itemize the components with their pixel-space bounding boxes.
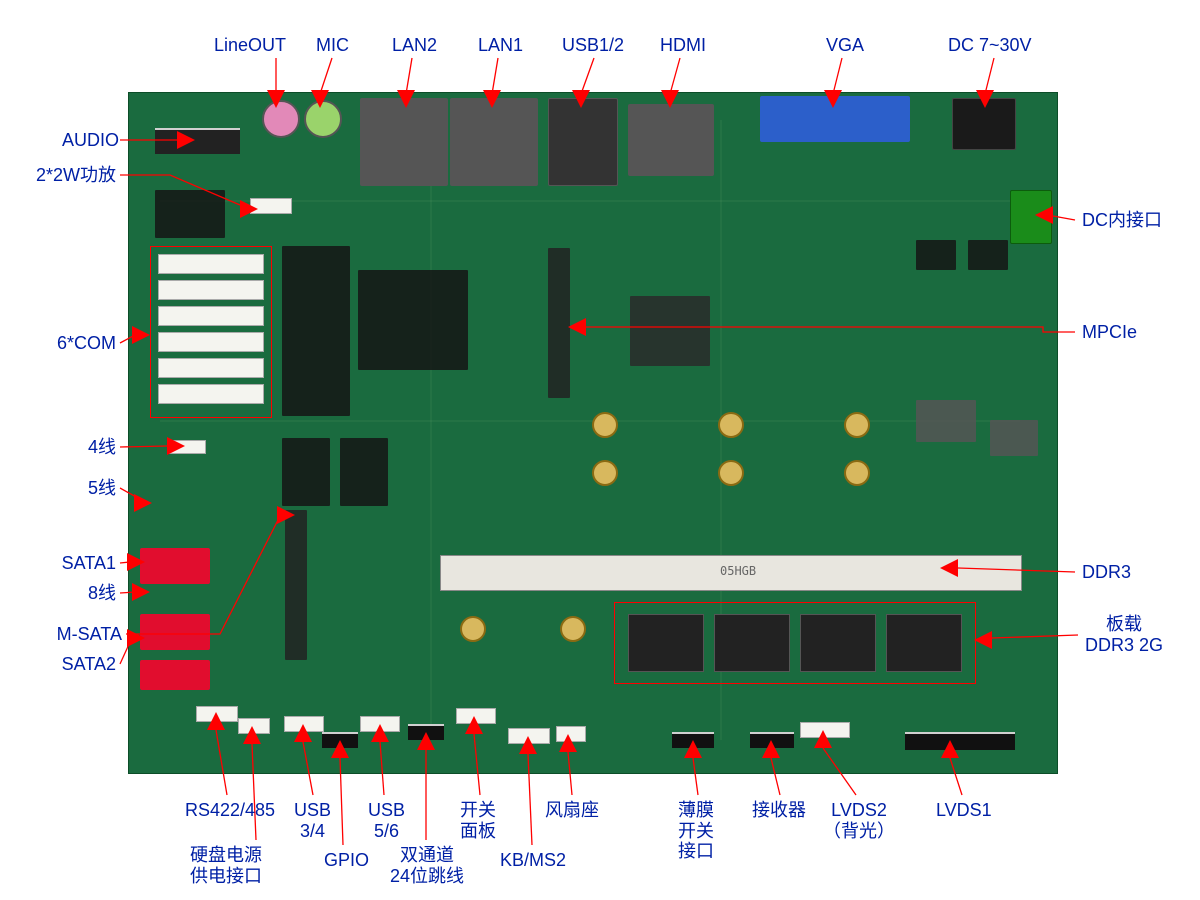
dc-internal-terminal: [1010, 190, 1052, 244]
amp-header: [250, 198, 292, 214]
ddr-slot-code: 05HGB: [720, 564, 756, 578]
screw-hole: [560, 616, 586, 642]
msata-slot: [285, 510, 307, 660]
dual24-jumper: [408, 724, 444, 740]
label-mpcie: MPCIe: [1082, 322, 1137, 343]
usb56-header: [360, 716, 400, 732]
label-swpanel: 开关 面板: [460, 800, 496, 841]
sw-panel-header: [456, 708, 496, 724]
receiver-header: [750, 732, 794, 748]
fan-header: [556, 726, 586, 742]
label-com6: 6*COM: [56, 333, 116, 354]
lan1-port: [450, 98, 538, 186]
dc-jack: [952, 98, 1016, 150]
mpcie-slot: [548, 248, 570, 398]
label-gpio: GPIO: [324, 850, 369, 871]
usb12-port: [548, 98, 618, 186]
hdd-power-header: [238, 718, 270, 734]
label-vga: VGA: [826, 35, 864, 56]
screw-hole: [844, 412, 870, 438]
label-ddr3: DDR3: [1082, 562, 1131, 583]
label-lvds2: LVDS2 （背光）: [823, 800, 895, 841]
label-memsw: 薄膜 开关 接口: [678, 800, 714, 862]
label-kbms2: KB/MS2: [500, 850, 566, 871]
screw-hole: [592, 412, 618, 438]
label-8line: 8线: [82, 583, 116, 604]
lineout-jack: [262, 100, 300, 138]
label-usb12: USB1/2: [562, 35, 624, 56]
sata1-port: [140, 548, 210, 584]
label-onram: 板载 DDR3 2G: [1085, 614, 1163, 655]
label-lineout: LineOUT: [214, 35, 286, 56]
label-rs422: RS422/485: [185, 800, 275, 821]
label-fan: 风扇座: [545, 800, 599, 821]
hdmi-port: [628, 104, 714, 176]
usb34-header: [284, 716, 324, 732]
label-mic: MIC: [316, 35, 349, 56]
label-lan2: LAN2: [392, 35, 437, 56]
label-audio: AUDIO: [62, 130, 116, 151]
rs422-header: [196, 706, 238, 722]
lvds1-header: [905, 732, 1015, 750]
4pin-header: [168, 440, 206, 454]
screw-hole: [718, 412, 744, 438]
label-5line: 5线: [82, 478, 116, 499]
label-hdmi: HDMI: [660, 35, 706, 56]
label-sata1: SATA1: [60, 553, 116, 574]
lan2-port: [360, 98, 448, 186]
label-usb34: USB 3/4: [294, 800, 331, 841]
screw-hole: [718, 460, 744, 486]
screw-hole: [460, 616, 486, 642]
label-msata: M-SATA: [54, 624, 122, 645]
label-usb56: USB 5/6: [368, 800, 405, 841]
label-dual24: 双通道 24位跳线: [390, 845, 464, 886]
screw-hole: [844, 460, 870, 486]
vga-port: [760, 96, 910, 142]
label-lan1: LAN1: [478, 35, 523, 56]
label-dc730: DC 7~30V: [948, 35, 1032, 56]
label-sata2: SATA2: [60, 654, 116, 675]
label-4line: 4线: [82, 437, 116, 458]
label-amp: 2*2W功放: [34, 165, 116, 186]
gpio-header: [322, 732, 358, 748]
label-hddpwr: 硬盘电源 供电接口: [190, 845, 262, 886]
membrane-sw-header: [672, 732, 714, 748]
mic-jack: [304, 100, 342, 138]
screw-hole: [592, 460, 618, 486]
lvds2-header: [800, 722, 850, 738]
kbms2-header: [508, 728, 550, 744]
sata2-port: [140, 614, 210, 650]
label-lvds1: LVDS1: [936, 800, 992, 821]
label-dcin: DC内接口: [1082, 210, 1162, 231]
label-recv: 接收器: [752, 800, 806, 821]
audio-header: [155, 128, 240, 154]
